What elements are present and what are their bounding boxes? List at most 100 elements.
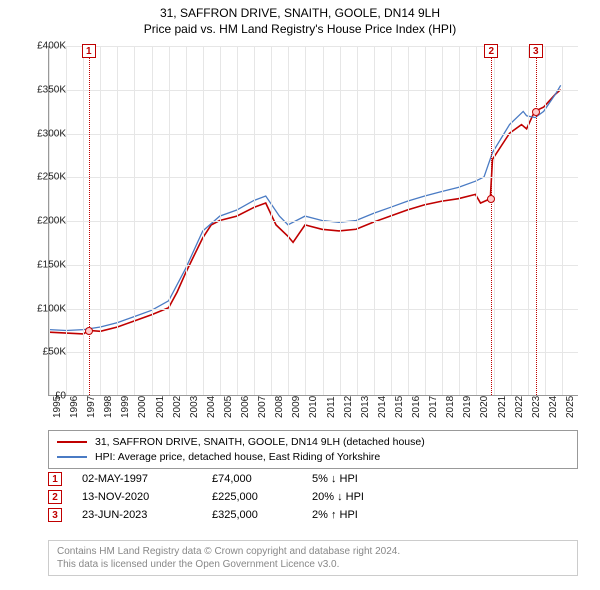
x-tick-label: 2001	[155, 396, 166, 418]
x-tick-label: 2003	[189, 396, 200, 418]
y-tick-label: £400K	[18, 41, 66, 52]
chart-address: 31, SAFFRON DRIVE, SNAITH, GOOLE, DN14 9…	[0, 6, 600, 22]
x-tick-label: 2008	[274, 396, 285, 418]
x-tick-label: 1997	[86, 396, 97, 418]
sale-marker	[487, 195, 495, 203]
x-tick-label: 2005	[223, 396, 234, 418]
x-tick-label: 2009	[291, 396, 302, 418]
sales-list: 102-MAY-1997£74,0005% ↓ HPI213-NOV-2020£…	[48, 470, 578, 524]
sale-row: 2 13-NOV-2020 £225,000 20% ↓ HPI	[48, 488, 578, 506]
legend-label: HPI: Average price, detached house, East…	[95, 450, 380, 465]
y-tick-label: £300K	[18, 128, 66, 139]
sale-row-price: £225,000	[212, 491, 292, 503]
gridline-h	[49, 46, 578, 47]
chart-container: 31, SAFFRON DRIVE, SNAITH, GOOLE, DN14 9…	[0, 0, 600, 590]
x-tick-label: 2013	[360, 396, 371, 418]
gridline-v	[254, 46, 255, 395]
gridline-v	[459, 46, 460, 395]
sale-row-delta: 20% ↓ HPI	[312, 491, 432, 503]
gridline-v	[83, 46, 84, 395]
x-tick-label: 2025	[565, 396, 576, 418]
sale-row-badge: 3	[48, 508, 62, 522]
sale-row-date: 23-JUN-2023	[82, 509, 192, 521]
y-tick-label: £150K	[18, 259, 66, 270]
gridline-v	[391, 46, 392, 395]
legend-row: HPI: Average price, detached house, East…	[57, 450, 569, 465]
y-tick-label: £250K	[18, 172, 66, 183]
sale-vline	[89, 46, 90, 395]
sale-vline	[536, 46, 537, 395]
gridline-h	[49, 134, 578, 135]
gridline-v	[374, 46, 375, 395]
gridline-h	[49, 177, 578, 178]
sale-marker	[532, 108, 540, 116]
gridline-v	[357, 46, 358, 395]
gridline-v	[562, 46, 563, 395]
y-tick-label: £350K	[18, 84, 66, 95]
x-tick-label: 2022	[514, 396, 525, 418]
gridline-v	[203, 46, 204, 395]
gridline-v	[511, 46, 512, 395]
x-tick-label: 2014	[377, 396, 388, 418]
legend-box: 31, SAFFRON DRIVE, SNAITH, GOOLE, DN14 9…	[48, 430, 578, 469]
gridline-v	[442, 46, 443, 395]
sale-row-price: £74,000	[212, 473, 292, 485]
sale-marker	[85, 327, 93, 335]
x-tick-label: 2002	[172, 396, 183, 418]
x-tick-label: 2006	[240, 396, 251, 418]
x-tick-label: 2015	[394, 396, 405, 418]
x-tick-label: 2021	[497, 396, 508, 418]
sale-badge: 1	[82, 44, 96, 58]
x-tick-label: 1999	[120, 396, 131, 418]
x-tick-label: 2017	[428, 396, 439, 418]
gridline-v	[117, 46, 118, 395]
y-tick-label: £100K	[18, 303, 66, 314]
footer-line1: Contains HM Land Registry data © Crown c…	[57, 545, 569, 558]
gridline-h	[49, 90, 578, 91]
x-tick-label: 2012	[343, 396, 354, 418]
gridline-h	[49, 309, 578, 310]
x-tick-label: 2000	[137, 396, 148, 418]
title-block: 31, SAFFRON DRIVE, SNAITH, GOOLE, DN14 9…	[0, 0, 600, 37]
gridline-v	[169, 46, 170, 395]
x-tick-label: 2010	[308, 396, 319, 418]
gridline-v	[237, 46, 238, 395]
legend-swatch	[57, 456, 87, 458]
sale-vline	[491, 46, 492, 395]
gridline-v	[323, 46, 324, 395]
gridline-v	[476, 46, 477, 395]
sale-row: 102-MAY-1997£74,0005% ↓ HPI	[48, 470, 578, 488]
gridline-v	[220, 46, 221, 395]
sale-row-badge: 1	[48, 472, 62, 486]
plot-area: 1 2 3	[48, 46, 578, 396]
legend-swatch	[57, 441, 87, 443]
gridline-v	[100, 46, 101, 395]
sale-row-delta: 5% ↓ HPI	[312, 473, 432, 485]
chart-subtitle: Price paid vs. HM Land Registry's House …	[0, 22, 600, 38]
sale-badge: 3	[529, 44, 543, 58]
x-tick-label: 2004	[206, 396, 217, 418]
x-tick-label: 1996	[69, 396, 80, 418]
gridline-h	[49, 265, 578, 266]
x-tick-label: 2020	[479, 396, 490, 418]
x-tick-label: 2011	[326, 396, 337, 418]
footer-note: Contains HM Land Registry data © Crown c…	[48, 540, 578, 576]
gridline-h	[49, 221, 578, 222]
gridline-h	[49, 352, 578, 353]
gridline-v	[271, 46, 272, 395]
x-tick-label: 2024	[548, 396, 559, 418]
sale-row-delta: 2% ↑ HPI	[312, 509, 432, 521]
gridline-v	[340, 46, 341, 395]
sale-badge: 2	[484, 44, 498, 58]
gridline-v	[66, 46, 67, 395]
legend-label: 31, SAFFRON DRIVE, SNAITH, GOOLE, DN14 9…	[95, 435, 425, 450]
x-tick-label: 1998	[103, 396, 114, 418]
x-tick-label: 2019	[462, 396, 473, 418]
y-tick-label: £200K	[18, 216, 66, 227]
gridline-v	[186, 46, 187, 395]
sale-row-date: 13-NOV-2020	[82, 491, 192, 503]
footer-line2: This data is licensed under the Open Gov…	[57, 558, 569, 571]
sale-row-badge: 2	[48, 490, 62, 504]
gridline-v	[288, 46, 289, 395]
x-tick-label: 2023	[531, 396, 542, 418]
